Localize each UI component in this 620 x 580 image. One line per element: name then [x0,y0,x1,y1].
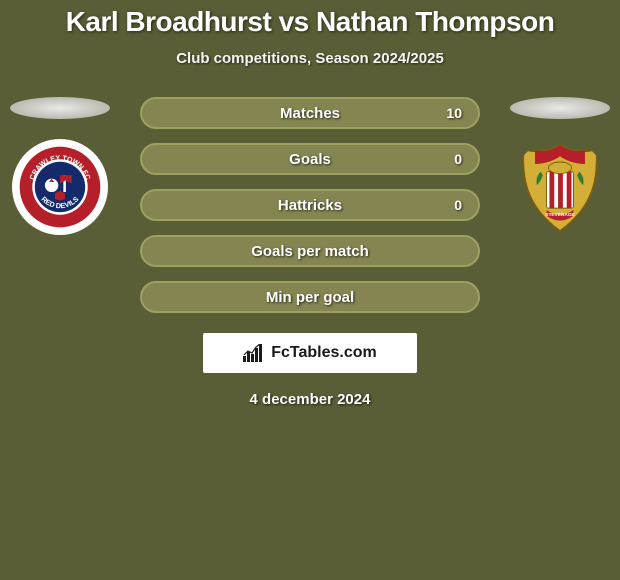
branding-text: FcTables.com [271,344,377,362]
stat-value-right: 0 [454,197,462,213]
snapshot-date: 4 december 2024 [0,391,620,408]
badge-shadow-left [10,97,110,119]
stat-row-goals-per-match: Goals per match [140,235,480,267]
stat-label: Hattricks [278,197,342,214]
stat-label: Goals [289,151,331,168]
bar-chart-icon [243,344,265,362]
stat-label: Matches [280,105,340,122]
stats-list: Matches 10 Goals 0 Hattricks 0 Goals per… [140,97,480,313]
stevenage-badge-icon: STEVENAGE [512,139,608,235]
stat-value-right: 10 [446,105,462,121]
comparison-area: CRAWLEY TOWN FC RED DEVILS [0,97,620,408]
page-subtitle: Club competitions, Season 2024/2025 [0,50,620,67]
stat-row-matches: Matches 10 [140,97,480,129]
right-club-badge: STEVENAGE [512,139,608,235]
branding-panel: FcTables.com [203,333,417,373]
stat-label: Goals per match [251,243,369,260]
stat-row-goals: Goals 0 [140,143,480,175]
left-club-column: CRAWLEY TOWN FC RED DEVILS [10,97,110,235]
page-title: Karl Broadhurst vs Nathan Thompson [0,6,620,38]
badge-shadow-right [510,97,610,119]
right-club-column: STEVENAGE [510,97,610,235]
stat-row-min-per-goal: Min per goal [140,281,480,313]
stat-label: Min per goal [266,289,354,306]
crawley-badge-icon: CRAWLEY TOWN FC RED DEVILS [18,145,102,229]
stat-value-right: 0 [454,151,462,167]
left-club-badge: CRAWLEY TOWN FC RED DEVILS [12,139,108,235]
stat-row-hattricks: Hattricks 0 [140,189,480,221]
svg-text:STEVENAGE: STEVENAGE [545,212,575,218]
